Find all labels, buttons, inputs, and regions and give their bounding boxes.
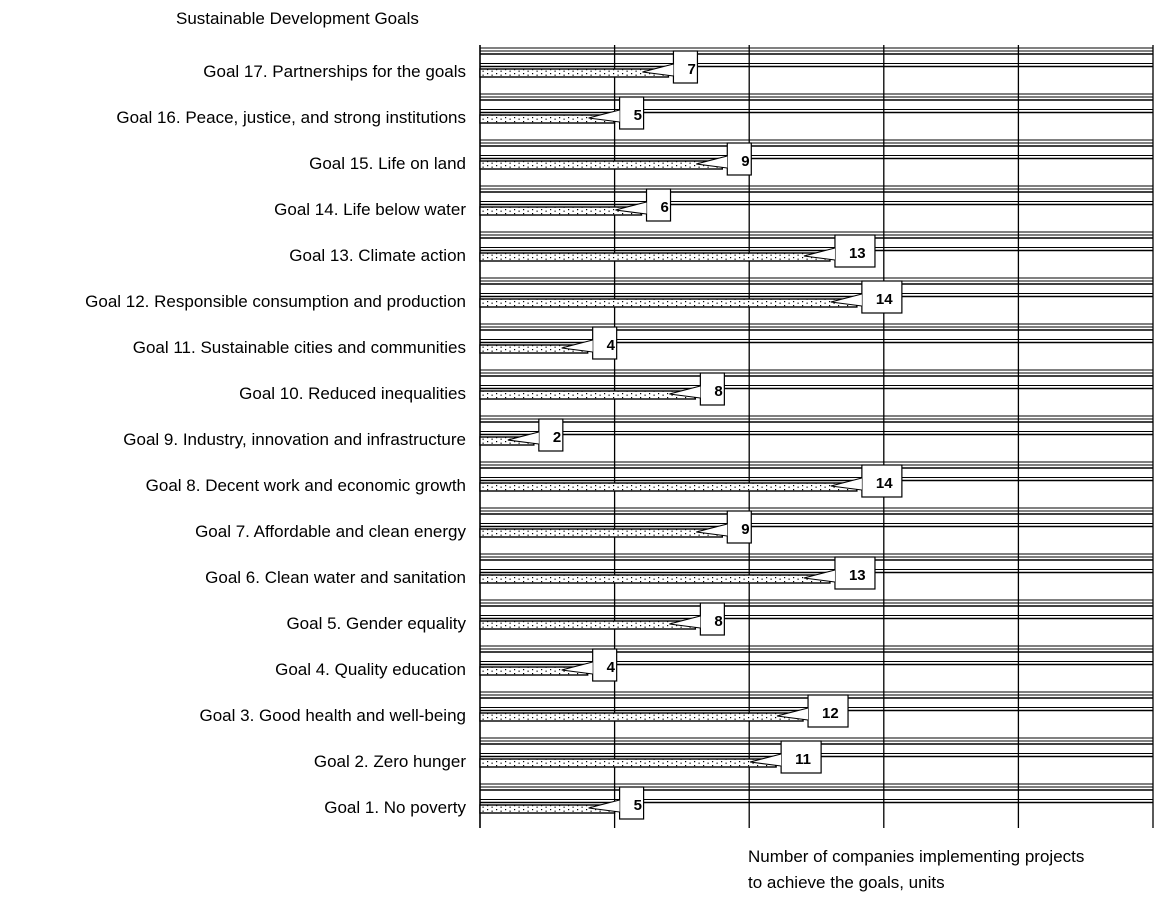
category-label: Goal 14. Life below water: [274, 200, 466, 219]
category-label: Goal 5. Gender equality: [286, 614, 466, 633]
value-label-box: [699, 602, 725, 636]
value-label: 6: [661, 199, 669, 216]
category-label: Goal 16. Peace, justice, and strong inst…: [116, 108, 466, 127]
value-label-box: [861, 464, 903, 498]
bar-3: [479, 160, 723, 170]
value-label: 5: [634, 107, 642, 124]
callout-pointer: [776, 707, 809, 721]
category-label: Goal 3. Good health and well-being: [199, 706, 466, 725]
value-label: 7: [687, 61, 695, 78]
y-axis-title: Sustainable Development Goals: [176, 9, 419, 28]
callout-pointer: [615, 201, 647, 215]
value-label: 14: [876, 291, 893, 308]
bar-6: [479, 298, 858, 308]
value-label: 4: [607, 659, 616, 676]
category-label: Goal 13. Climate action: [289, 246, 466, 265]
callout-pointer: [696, 523, 728, 537]
value-label-box: [592, 326, 618, 360]
callout-pointer: [588, 109, 620, 123]
bar-16: [479, 758, 777, 768]
category-label: Goal 10. Reduced inequalities: [239, 384, 466, 403]
bar-5: [479, 252, 831, 262]
value-label: 8: [714, 613, 722, 630]
value-label-box: [538, 418, 564, 452]
bar-11: [479, 528, 723, 538]
category-label: Goal 9. Industry, innovation and infrast…: [123, 430, 466, 449]
callout-pointer: [830, 293, 863, 307]
value-label-box: [834, 556, 876, 590]
value-label: 9: [741, 153, 749, 170]
category-label: Goal 2. Zero hunger: [314, 752, 466, 771]
callout-pointer: [507, 431, 539, 445]
bar-4: [479, 206, 643, 216]
bars-group: [479, 68, 858, 814]
category-labels: Goal 17. Partnerships for the goals Goal …: [85, 62, 466, 817]
callout-pointer: [696, 155, 728, 169]
callout-pointer: [803, 569, 836, 583]
category-label: Goal 4. Quality education: [275, 660, 466, 679]
category-label: Goal 12. Responsible consumption and pro…: [85, 292, 466, 311]
value-labels: 7 5 9 6 13 14 4 8 2 14 9 13 8 4 12 11 5: [507, 50, 903, 820]
callout-pointer: [561, 661, 593, 675]
callout-pointer: [803, 247, 836, 261]
value-label: 2: [553, 429, 561, 446]
callout-pointer: [561, 339, 593, 353]
bar-10: [479, 482, 858, 492]
value-label-box: [834, 234, 876, 268]
callout-pointer: [749, 753, 782, 767]
callout-pointer: [642, 63, 674, 77]
value-label: 14: [876, 475, 893, 492]
category-label: Goal 11. Sustainable cities and communit…: [133, 338, 466, 357]
bar-13: [479, 620, 697, 630]
bar-12: [479, 574, 831, 584]
x-axis-title-line-1: Number of companies implementing project…: [748, 847, 1084, 866]
value-label-box: [726, 142, 752, 176]
value-label-box: [861, 280, 903, 314]
category-label: Goal 7. Affordable and clean energy: [195, 522, 466, 541]
value-label-box: [618, 786, 645, 820]
callout-pointer: [669, 385, 701, 399]
value-label: 9: [741, 521, 749, 538]
value-label: 13: [849, 567, 866, 584]
value-label: 4: [607, 337, 616, 354]
callout-pointer: [669, 615, 701, 629]
value-label-box: [726, 510, 752, 544]
value-label: 5: [634, 797, 642, 814]
category-label: Goal 6. Clean water and sanitation: [205, 568, 466, 587]
category-label: Goal 8. Decent work and economic growth: [146, 476, 466, 495]
callout-pointer: [588, 799, 620, 813]
bar-8: [479, 390, 697, 400]
category-label: Goal 17. Partnerships for the goals: [203, 62, 466, 81]
bar-15: [479, 712, 804, 722]
value-label: 13: [849, 245, 866, 262]
value-label-box: [592, 648, 618, 682]
value-label: 11: [795, 751, 811, 768]
category-label: Goal 15. Life on land: [309, 154, 466, 173]
category-label: Goal 1. No poverty: [324, 798, 466, 817]
bar-1: [479, 68, 670, 78]
x-axis-title-line-2: to achieve the goals, units: [748, 873, 945, 892]
value-label: 12: [822, 705, 839, 722]
callout-pointer: [830, 477, 863, 491]
value-label: 8: [714, 383, 722, 400]
